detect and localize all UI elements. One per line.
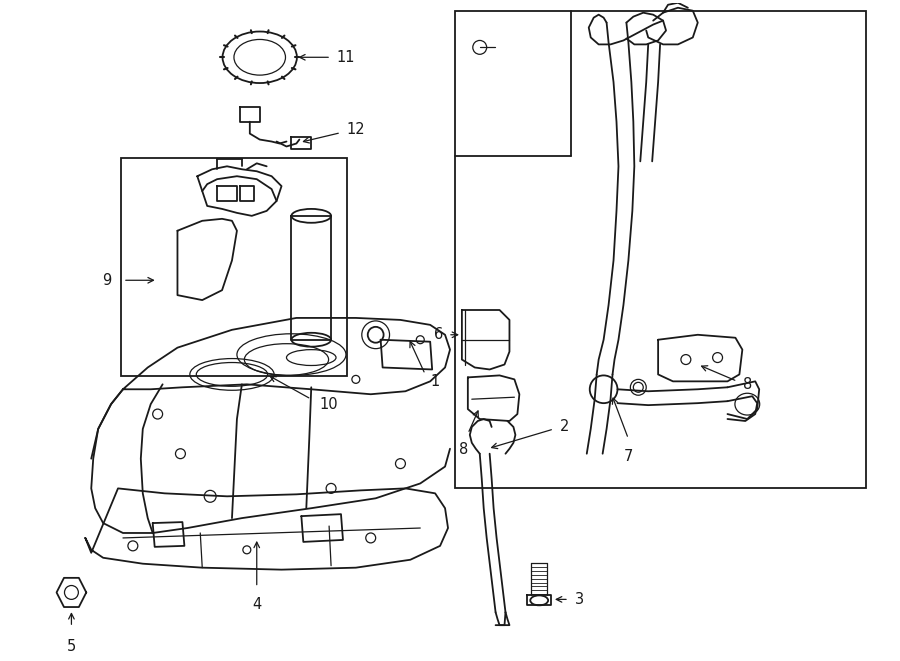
Text: 6: 6 — [434, 327, 443, 342]
Text: 12: 12 — [346, 122, 365, 137]
Text: 5: 5 — [67, 639, 76, 654]
Text: 8: 8 — [459, 442, 469, 457]
Bar — [121, 159, 346, 376]
Text: 8: 8 — [743, 377, 752, 392]
Text: 1: 1 — [430, 374, 439, 389]
Bar — [455, 11, 866, 488]
Text: 4: 4 — [252, 598, 261, 612]
Text: 10: 10 — [320, 397, 338, 412]
Text: 7: 7 — [624, 449, 633, 464]
Text: 9: 9 — [102, 273, 111, 288]
Text: 11: 11 — [336, 50, 355, 65]
Text: 2: 2 — [560, 420, 570, 434]
Text: 3: 3 — [575, 592, 584, 607]
